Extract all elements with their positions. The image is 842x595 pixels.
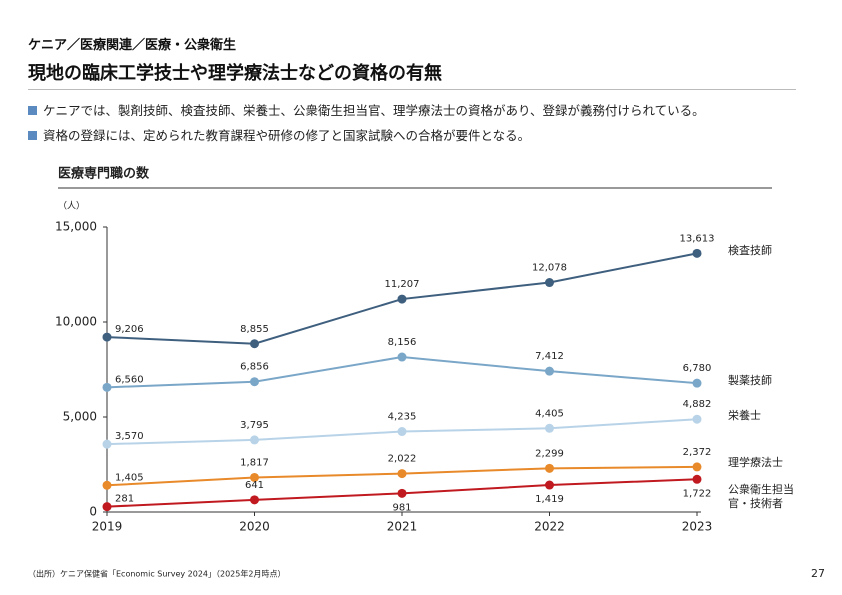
source: （出所）ケニア保健省「Economic Survey 2024」（2025年2月… [28, 569, 285, 579]
legend-label: 検査技師 [728, 244, 772, 257]
data-label: 9,206 [115, 324, 144, 335]
data-point [102, 439, 112, 449]
data-point [397, 352, 407, 362]
legend-label: 理学療法士 [728, 456, 783, 469]
x-tick-label: 2021 [387, 520, 418, 534]
legend-label: 栄養士 [728, 409, 761, 422]
data-point [545, 480, 554, 490]
data-point [692, 474, 702, 484]
data-label: 1,817 [240, 457, 269, 468]
data-label: 13,613 [680, 233, 715, 244]
data-label: 12,078 [532, 263, 567, 274]
data-label: 1,722 [683, 488, 712, 499]
legend-label: 製薬技師 [728, 374, 772, 387]
data-label: 3,795 [240, 420, 269, 431]
bullet: ケニアでは、製剤技師、検査技師、栄養士、公衆衛生担当官、理学療法士の資格があり、… [28, 100, 705, 119]
x-tick-label: 2019 [92, 520, 123, 534]
data-point [692, 378, 702, 388]
data-label: 281 [115, 494, 134, 505]
data-point [545, 278, 554, 288]
x-tick-label: 2020 [239, 520, 270, 534]
data-label: 2,022 [388, 454, 417, 465]
data-label: 981 [392, 502, 411, 513]
data-label: 6,780 [683, 363, 712, 374]
breadcrumb: ケニア／医療関連／医療・公衆衛生 [28, 38, 237, 53]
data-label: 11,207 [385, 279, 420, 290]
data-label: 4,235 [388, 412, 417, 423]
data-point [397, 488, 407, 498]
data-point [250, 339, 259, 349]
data-point [250, 435, 259, 445]
data-point [250, 377, 259, 387]
data-label: 6,560 [115, 374, 144, 385]
data-point [692, 248, 702, 258]
page-number: 27 [811, 567, 825, 580]
slide-title: 現地の臨床工学技士や理学療法士などの資格の有無 [28, 63, 442, 84]
data-label: 6,856 [240, 362, 269, 373]
data-point [692, 462, 702, 472]
data-label: 3,570 [115, 431, 144, 442]
legend-label: 公衆衛生担当官・技術者 [728, 483, 794, 510]
data-label: 2,299 [535, 448, 564, 459]
y-unit: （人） [58, 201, 85, 212]
data-point [692, 414, 702, 424]
x-tick-label: 2022 [534, 520, 565, 534]
y-tick-label: 0 [89, 505, 97, 519]
bullet-text: 資格の登録には、定められた教育課程や研修の修了と国家試験への合格が要件となる。 [43, 128, 531, 143]
data-point [102, 332, 112, 342]
data-point [397, 294, 407, 304]
data-point [397, 469, 407, 479]
y-tick-label: 15,000 [55, 220, 97, 234]
data-label: 2,372 [683, 447, 712, 458]
x-tick-label: 2023 [682, 520, 713, 534]
data-label: 4,405 [535, 408, 564, 419]
data-point [397, 427, 407, 437]
data-point [545, 366, 554, 376]
data-label: 641 [245, 480, 264, 491]
data-label: 7,412 [535, 351, 564, 362]
data-label: 1,405 [115, 472, 144, 483]
series-line [106, 356, 698, 389]
data-point [545, 423, 554, 433]
data-point [250, 472, 259, 482]
data-label: 1,419 [535, 494, 564, 505]
header-rule [28, 89, 796, 90]
data-point [250, 495, 259, 505]
data-point [102, 382, 112, 392]
data-point [102, 502, 112, 512]
data-label: 8,855 [240, 324, 269, 335]
bullet-text: ケニアでは、製剤技師、検査技師、栄養士、公衆衛生担当官、理学療法士の資格があり、… [43, 103, 705, 118]
data-label: 8,156 [388, 337, 417, 348]
y-tick-label: 10,000 [55, 315, 97, 329]
chart-title: 医療専門職の数 [58, 166, 150, 182]
data-point [545, 463, 554, 473]
bullet: 資格の登録には、定められた教育課程や研修の修了と国家試験への合格が要件となる。 [28, 125, 530, 144]
y-tick-label: 5,000 [63, 410, 97, 424]
data-label: 4,882 [683, 399, 712, 410]
data-point [102, 480, 112, 490]
